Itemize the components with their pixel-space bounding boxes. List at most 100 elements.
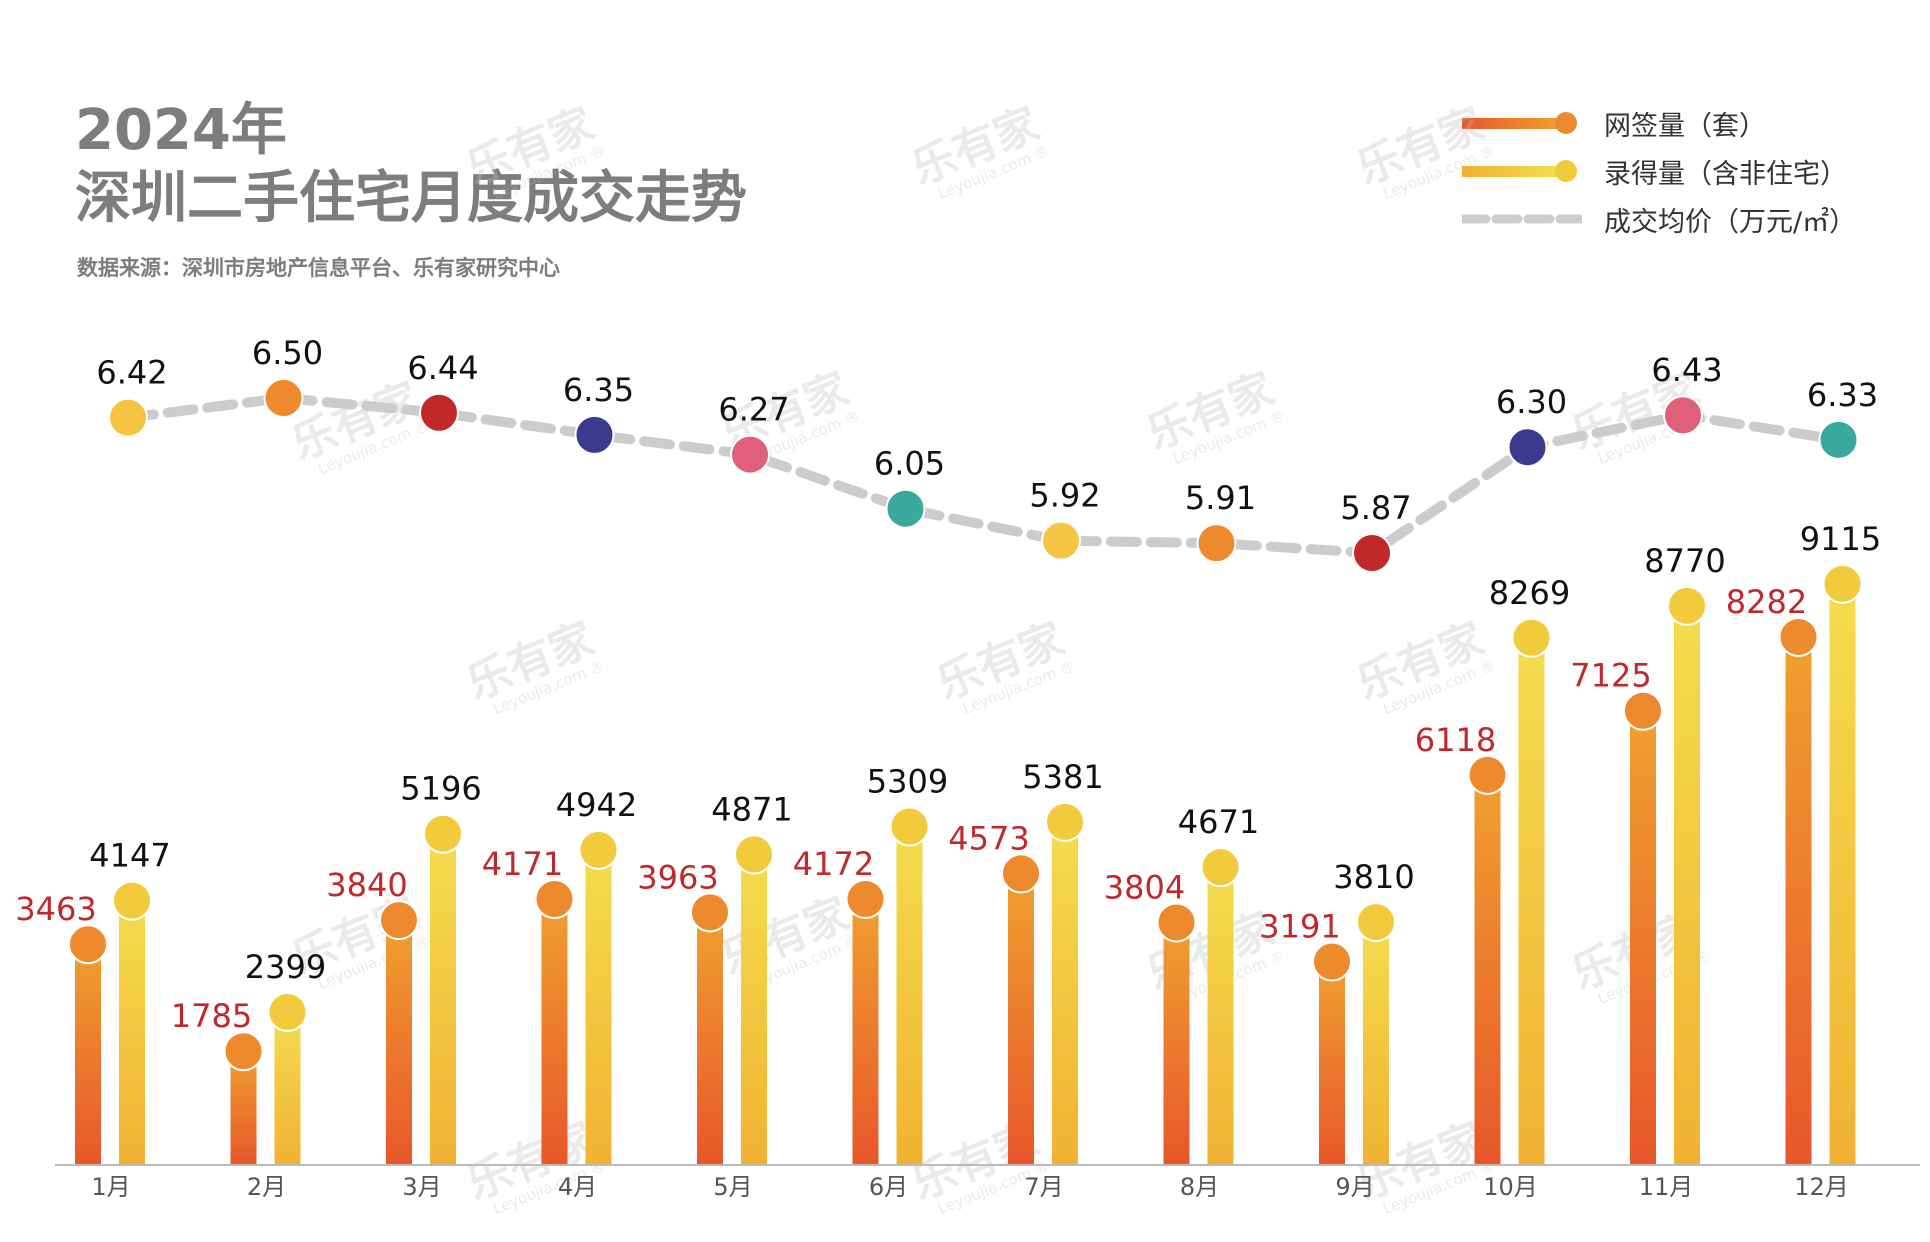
bar-recorded — [1207, 867, 1234, 1165]
price-point — [1196, 523, 1237, 564]
price-label: 6.50 — [252, 334, 323, 372]
x-tick-label: 7月 — [1024, 1173, 1063, 1201]
x-tick-label: 4月 — [558, 1173, 597, 1201]
data-label-signed: 4573 — [948, 819, 1029, 857]
legend-swatch-signed — [1462, 108, 1582, 138]
price-point — [1041, 520, 1081, 561]
bar-cap-signed — [1623, 690, 1663, 731]
data-label-recorded: 9115 — [1800, 520, 1881, 558]
page-title-year: 2024年 — [75, 98, 287, 163]
bar-cap-signed — [1778, 616, 1819, 657]
price-line-layer: 6.42 6.50 6.44 6.35 6.27 6.05 5.92 5.91 5.87 6.30… — [96, 334, 1878, 573]
bar-signed — [1474, 774, 1501, 1165]
data-label-signed: 4172 — [793, 845, 874, 883]
x-tick-label: 12月 — [1794, 1173, 1849, 1201]
legend-item-price: 成交均价（万元/㎡） — [1459, 197, 1856, 241]
x-tick-label: 8月 — [1180, 1173, 1219, 1201]
price-point — [574, 414, 615, 455]
bar-cap-signed — [379, 900, 419, 941]
x-tick-label: 5月 — [713, 1173, 752, 1201]
price-label: 5.91 — [1185, 479, 1256, 517]
legend-item-recorded: 录得量（含非住宅） — [1462, 149, 1847, 193]
bar-signed — [541, 899, 568, 1165]
price-point — [1818, 419, 1859, 460]
price-label: 5.92 — [1029, 477, 1100, 515]
bar-recorded — [1674, 605, 1700, 1165]
data-label-recorded: 5309 — [867, 762, 948, 800]
data-label-recorded: 8269 — [1489, 574, 1570, 612]
legend-label-signed: 网签量（套） — [1604, 110, 1766, 142]
data-source: 数据来源：深圳市房地产信息平台、乐有家研究中心 — [77, 256, 560, 280]
bar-cap-signed — [1467, 754, 1508, 795]
data-label-recorded: 5196 — [400, 770, 481, 808]
data-label-recorded: 8770 — [1644, 542, 1725, 580]
bar-cap-recorded — [1667, 585, 1707, 626]
x-tick-label: 3月 — [402, 1173, 441, 1201]
bar-cap-signed — [845, 878, 886, 919]
legend-swatch-price — [1459, 204, 1585, 234]
data-label-recorded: 2399 — [245, 948, 326, 986]
bar-cap-signed — [68, 924, 108, 965]
bar-cap-signed — [1156, 902, 1197, 943]
bar-signed — [852, 898, 879, 1165]
data-label-signed: 3840 — [326, 866, 407, 904]
data-label-signed: 1785 — [171, 997, 252, 1035]
price-point — [885, 488, 926, 529]
bar-cap-recorded — [1822, 563, 1863, 604]
bar-signed — [75, 944, 101, 1165]
bar-signed — [1319, 961, 1345, 1165]
bar-cap-signed — [534, 879, 575, 920]
bar-cap-recorded — [267, 992, 308, 1033]
bar-recorded — [896, 826, 923, 1165]
bar-recorded — [274, 1012, 301, 1165]
bar-recorded — [1363, 922, 1389, 1165]
bar-signed — [1630, 710, 1656, 1165]
bar-recorded — [119, 900, 145, 1165]
price-label: 6.33 — [1807, 376, 1878, 414]
data-label-recorded: 4671 — [1178, 803, 1259, 841]
bar-recorded — [1052, 821, 1078, 1165]
bar-cap-recorded — [734, 834, 774, 875]
price-label: 6.44 — [407, 349, 478, 387]
price-label: 6.35 — [563, 371, 634, 409]
price-point — [1352, 532, 1392, 573]
bar-recorded — [1518, 637, 1545, 1165]
bar-signed — [1785, 636, 1812, 1165]
data-label-signed: 8282 — [1726, 583, 1807, 621]
bar-recorded — [1829, 583, 1856, 1165]
data-label-recorded: 4871 — [711, 790, 792, 828]
x-tick-label: 9月 — [1335, 1173, 1374, 1201]
x-tick-label: 11月 — [1639, 1173, 1694, 1201]
price-point — [108, 397, 148, 438]
legend-item-signed: 网签量（套） — [1462, 101, 1766, 145]
data-label-recorded: 4942 — [556, 786, 637, 824]
data-label-signed: 6118 — [1415, 721, 1496, 759]
bar-cap-signed — [1312, 941, 1352, 982]
price-label: 6.42 — [96, 354, 167, 392]
price-label: 5.87 — [1340, 489, 1411, 527]
x-tick-label: 6月 — [869, 1173, 908, 1201]
bar-signed — [697, 912, 723, 1165]
bar-signed — [1163, 922, 1190, 1165]
price-label: 6.43 — [1651, 351, 1722, 389]
bar-cap-recorded — [578, 829, 619, 870]
data-label-signed: 3804 — [1104, 868, 1185, 906]
data-label-recorded: 3810 — [1333, 858, 1414, 896]
x-tick-label: 1月 — [91, 1173, 130, 1201]
legend-label-recorded: 录得量（含非住宅） — [1604, 158, 1847, 190]
page-title: 深圳二手住宅月度成交走势 — [75, 166, 747, 231]
x-axis: 1月 2月 3月 4月 5月 6月 7月 8月 9月 10月 11月 12月 — [55, 1164, 1920, 1201]
bar-cap-recorded — [423, 813, 463, 854]
data-label-signed: 3963 — [637, 858, 718, 896]
price-point — [263, 378, 304, 418]
bar-cap-signed — [1001, 853, 1041, 894]
data-label-recorded: 5381 — [1022, 758, 1103, 796]
legend-swatch-recorded — [1462, 156, 1582, 186]
bar-signed — [386, 920, 412, 1165]
data-label-signed: 4171 — [482, 845, 563, 883]
bar-cap-signed — [223, 1031, 264, 1072]
bar-cap-recorded — [1356, 902, 1396, 943]
x-tick-label: 10月 — [1483, 1173, 1538, 1201]
